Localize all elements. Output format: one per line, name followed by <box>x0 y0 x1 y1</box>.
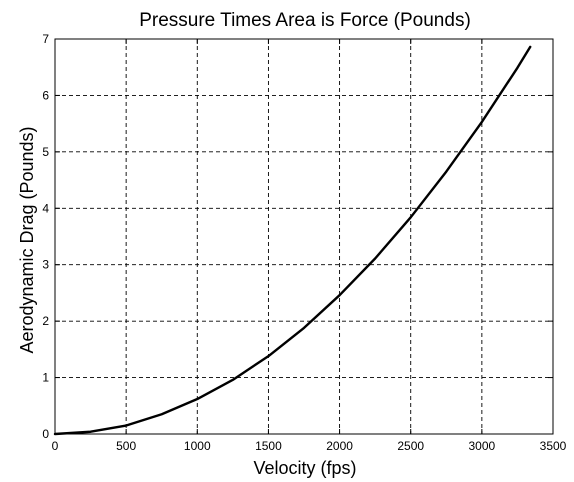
x-tick-label: 500 <box>116 439 136 453</box>
x-tick-label: 1500 <box>255 439 282 453</box>
y-tick-label: 5 <box>42 145 49 159</box>
y-tick-label: 7 <box>42 32 49 46</box>
x-tick-label: 3500 <box>540 439 567 453</box>
x-tick-label: 2500 <box>397 439 424 453</box>
y-tick-label: 6 <box>42 88 49 102</box>
plot-area: 0 500 1000 1500 2000 2500 3000 3500 0 1 2 3 4 5 6 7 <box>42 32 566 453</box>
y-axis-label: Aerodynamic Drag (Pounds) <box>17 126 37 353</box>
y-tick-label: 3 <box>42 258 49 272</box>
plot-frame <box>54 38 554 435</box>
y-tick-label: 2 <box>42 314 49 328</box>
chart-title: Pressure Times Area is Force (Pounds) <box>139 10 471 31</box>
x-tick-label: 3000 <box>469 439 496 453</box>
x-tick-label: 1000 <box>184 439 211 453</box>
x-tick-label: 2000 <box>326 439 353 453</box>
x-tick-label: 0 <box>52 439 59 453</box>
x-axis-label: Velocity (fps) <box>253 458 356 478</box>
y-tick-label: 0 <box>42 427 49 441</box>
plot-background <box>55 39 553 434</box>
y-tick-label: 4 <box>42 201 49 215</box>
series-line <box>53 45 532 436</box>
y-tick-label: 1 <box>42 371 49 385</box>
